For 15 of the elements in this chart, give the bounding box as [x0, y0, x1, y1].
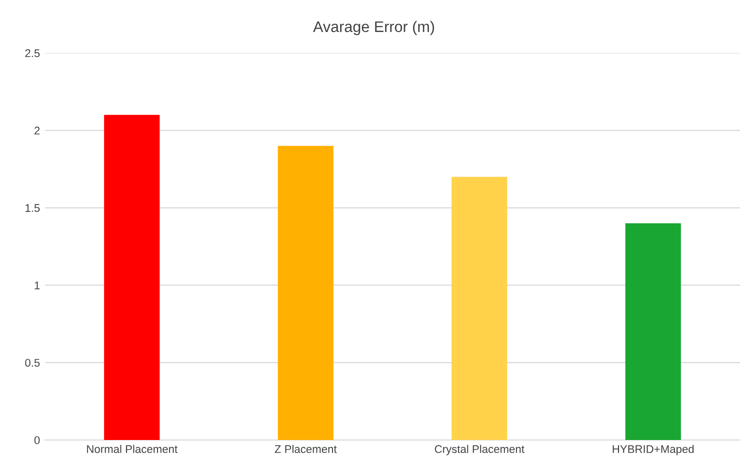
y-tick-label: 1: [34, 282, 40, 290]
y-tick-label: 2.5: [25, 49, 40, 58]
bar: [452, 176, 508, 440]
y-tick-label: 1.5: [26, 204, 40, 212]
x-tick-label: HYBRID+Maped: [612, 444, 694, 456]
y-tick-label: 2: [34, 126, 40, 134]
y-tick-label: 0: [34, 436, 40, 444]
y-tick-label: 0.5: [25, 358, 40, 367]
bar: [625, 223, 681, 440]
x-tick-label: Z Placement: [274, 444, 337, 454]
x-tick-label: Normal Placement: [87, 444, 178, 454]
x-tick-label: Crystal Placement: [434, 444, 524, 456]
chart-title: Avarage Error (m): [313, 20, 434, 36]
bar: [278, 146, 334, 440]
bar: [104, 114, 160, 440]
